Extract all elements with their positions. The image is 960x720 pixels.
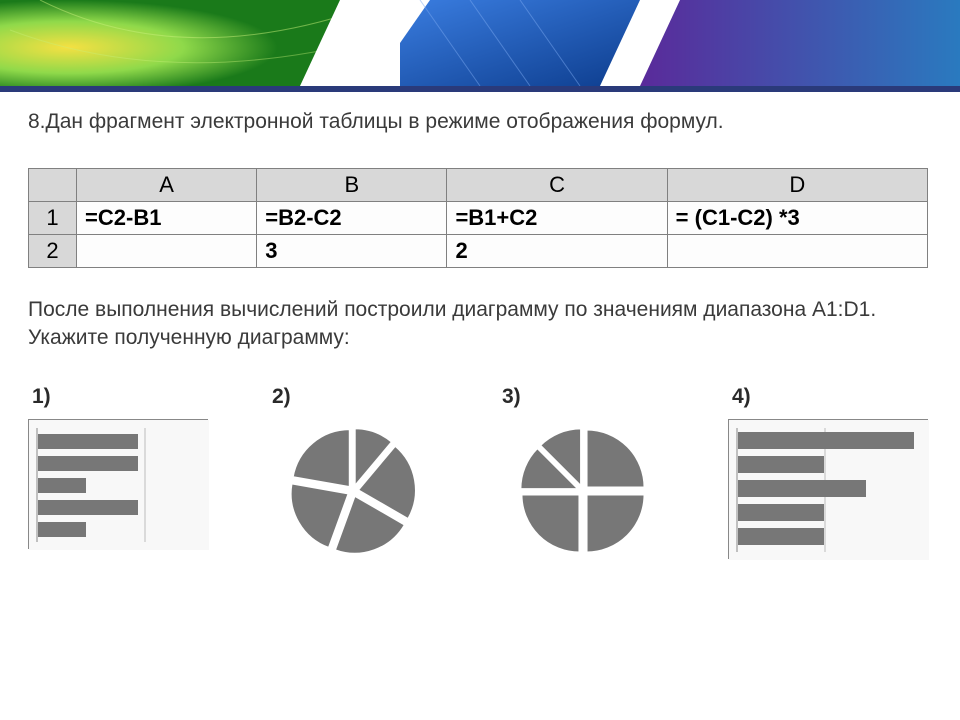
option-label: 2) bbox=[272, 385, 438, 409]
option-4: 4) bbox=[728, 385, 928, 559]
pie-chart-3 bbox=[498, 419, 668, 559]
option-label: 1) bbox=[32, 385, 208, 409]
spreadsheet-table: A B C D 1 =C2-B1 =B2-C2 =B1+C2 = (C1-C2)… bbox=[28, 168, 928, 268]
cell: 3 bbox=[257, 235, 447, 268]
cell bbox=[77, 235, 257, 268]
option-label: 4) bbox=[732, 385, 928, 409]
col-header: D bbox=[667, 169, 927, 202]
cell: =C2-B1 bbox=[77, 202, 257, 235]
question-title: 8.Дан фрагмент электронной таблицы в реж… bbox=[28, 110, 936, 134]
cell: =B2-C2 bbox=[257, 202, 447, 235]
table-header-row: A B C D bbox=[29, 169, 928, 202]
table-row: 2 3 2 bbox=[29, 235, 928, 268]
answer-options: 1) 2) bbox=[28, 385, 928, 559]
question-body: После выполнения вычислений построили ди… bbox=[28, 296, 936, 353]
option-3: 3) bbox=[498, 385, 668, 559]
bar-chart-1 bbox=[28, 419, 208, 549]
cell: = (C1-C2) *3 bbox=[667, 202, 927, 235]
row-header: 1 bbox=[29, 202, 77, 235]
option-1: 1) bbox=[28, 385, 208, 559]
option-label: 3) bbox=[502, 385, 668, 409]
corner-cell bbox=[29, 169, 77, 202]
col-header: B bbox=[257, 169, 447, 202]
slide-content: 8.Дан фрагмент электронной таблицы в реж… bbox=[0, 92, 960, 559]
banner-svg bbox=[0, 0, 960, 92]
col-header: A bbox=[77, 169, 257, 202]
table-row: 1 =C2-B1 =B2-C2 =B1+C2 = (C1-C2) *3 bbox=[29, 202, 928, 235]
bar-chart-4 bbox=[728, 419, 928, 559]
col-header: C bbox=[447, 169, 667, 202]
cell: 2 bbox=[447, 235, 667, 268]
slide-banner bbox=[0, 0, 960, 92]
pie-chart-2 bbox=[268, 419, 438, 559]
option-2: 2) bbox=[268, 385, 438, 559]
row-header: 2 bbox=[29, 235, 77, 268]
cell bbox=[667, 235, 927, 268]
cell: =B1+C2 bbox=[447, 202, 667, 235]
